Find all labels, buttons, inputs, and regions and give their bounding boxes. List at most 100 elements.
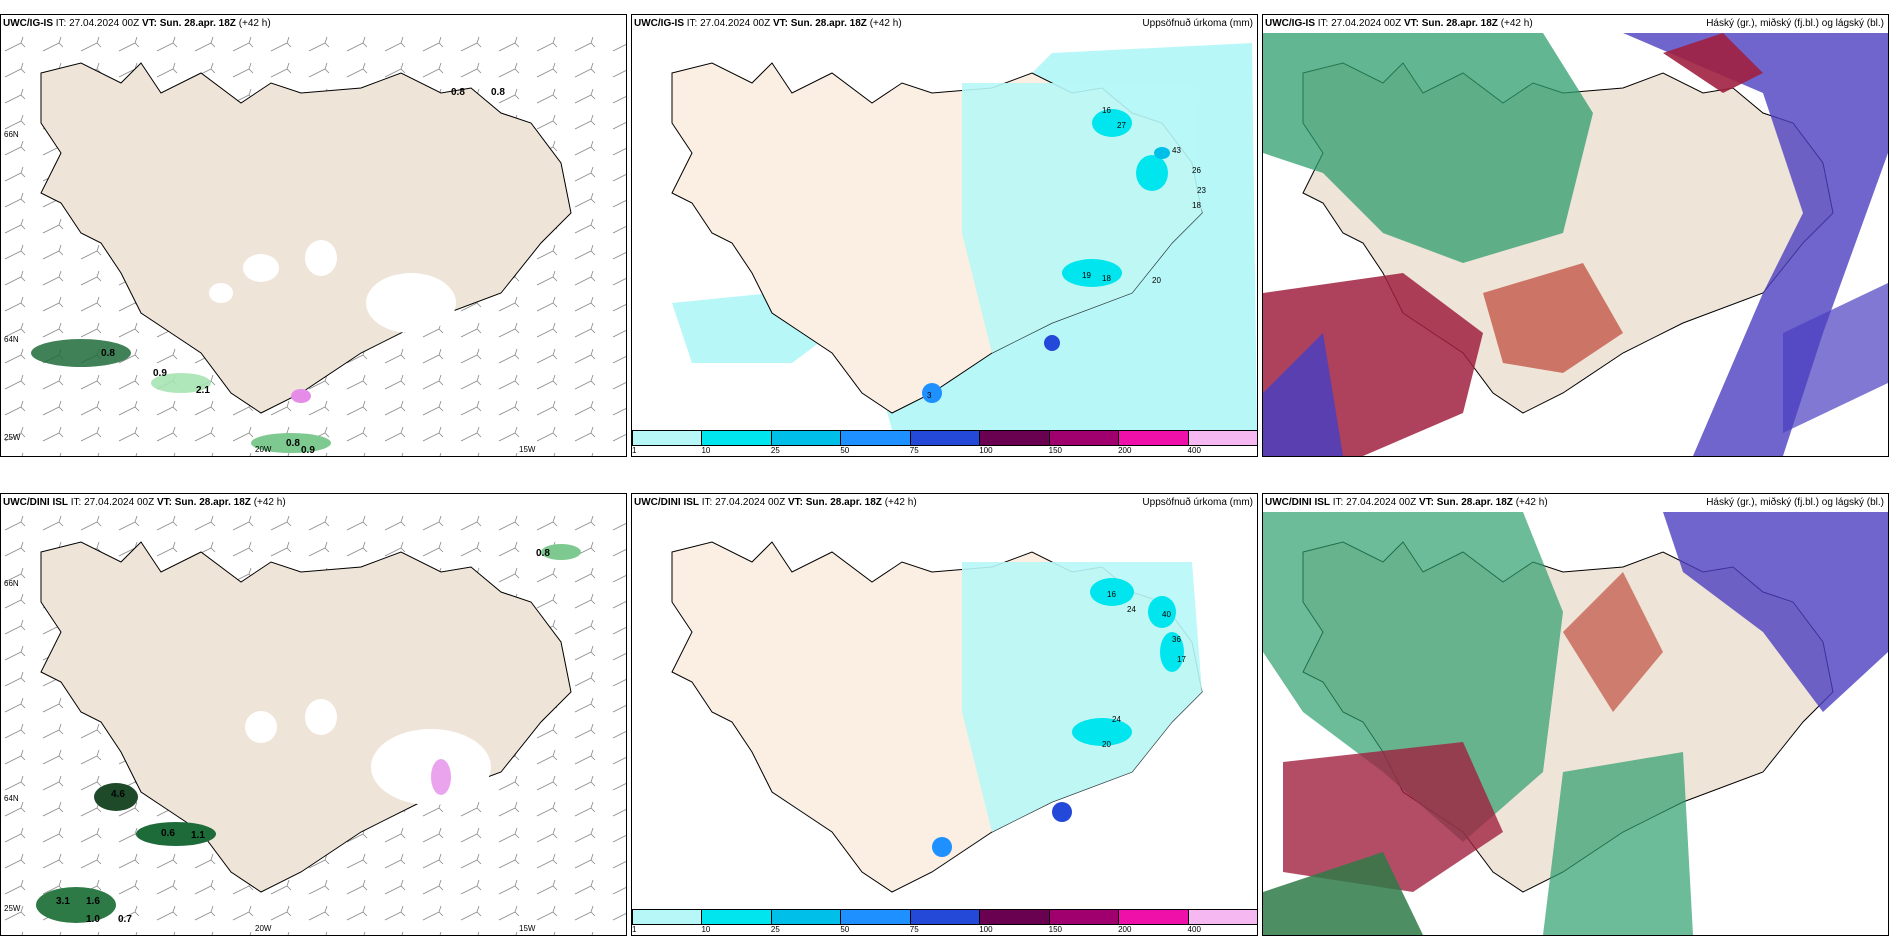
colorbar-segment xyxy=(1048,430,1120,446)
precip-value: 18 xyxy=(1192,201,1201,210)
wind-value-label: 1.6 xyxy=(86,896,100,907)
colorbar-segment xyxy=(1118,909,1189,925)
panel-header: UWC/IG-IS IT: 27.04.2024 00Z VT: Sun. 28… xyxy=(634,18,902,29)
precip-map: 16 24 40 36 17 24 20 xyxy=(632,512,1257,909)
panel-wind-igis: UWC/IG-IS IT: 27.04.2024 00Z VT: Sun. 28… xyxy=(0,14,627,457)
colorbar-segment xyxy=(1048,909,1120,925)
wind-map: 0.8 0.8 0.8 0.9 2.1 0.8 0.9 xyxy=(1,33,626,456)
panel-header: UWC/IG-IS IT: 27.04.2024 00Z VT: Sun. 28… xyxy=(1265,18,1533,29)
precip-value: 20 xyxy=(1152,276,1161,285)
panel-precip-igis: UWC/IG-IS IT: 27.04.2024 00Z VT: Sun. 28… xyxy=(631,14,1258,457)
colorbar-label: 50 xyxy=(840,446,850,455)
colorbar-segment xyxy=(632,909,703,925)
wind-value-label: 2.1 xyxy=(196,385,210,396)
colorbar-segment xyxy=(840,909,911,925)
precip-value: 36 xyxy=(1172,635,1181,644)
colorbar-segment xyxy=(701,909,772,925)
colorbar-segment xyxy=(979,909,1050,925)
precip-value: 24 xyxy=(1127,605,1136,614)
colorbar-label: 400 xyxy=(1187,925,1201,934)
lon-label: 25W xyxy=(4,433,21,442)
wind-value-label: 0.8 xyxy=(101,348,115,359)
colorbar-segment xyxy=(909,430,981,446)
panel-title: Háský (gr.), miðský (fj.bl.) og lágský (… xyxy=(1706,497,1884,508)
colorbar-label: 75 xyxy=(909,925,919,934)
colorbar-label: 25 xyxy=(770,446,780,455)
precip-value: 16 xyxy=(1107,590,1116,599)
wind-value-label: 0.6 xyxy=(161,828,175,839)
precip-value: 27 xyxy=(1117,121,1126,130)
precip-value: 20 xyxy=(1102,740,1111,749)
panel-title: Uppsöfnuð úrkoma (mm) xyxy=(1142,18,1253,29)
wind-value-label: 1.1 xyxy=(191,830,205,841)
colorbar-segment xyxy=(1187,909,1257,925)
wind-value-label: 0.8 xyxy=(536,548,550,559)
wind-value-label: 0.8 xyxy=(491,87,505,98)
wind-value-label: 0.7 xyxy=(118,914,132,925)
lat-label: 66N xyxy=(4,579,19,588)
colorbar-segment xyxy=(770,430,842,446)
panel-header: UWC/DINI ISL IT: 27.04.2024 00Z VT: Sun.… xyxy=(3,497,286,508)
wind-value-label: 1.0 xyxy=(86,914,100,925)
lon-label: 15W xyxy=(519,924,536,933)
lon-label: 25W xyxy=(4,904,21,913)
colorbar-label: 200 xyxy=(1118,925,1132,934)
panel-header: UWC/IG-IS IT: 27.04.2024 00Z VT: Sun. 28… xyxy=(3,18,271,29)
lat-label: 64N xyxy=(4,794,19,803)
panel-precip-dini: UWC/DINI ISL IT: 27.04.2024 00Z VT: Sun.… xyxy=(631,493,1258,936)
colorbar-label: 10 xyxy=(701,925,711,934)
precip-value: 18 xyxy=(1102,274,1111,283)
precip-value: 26 xyxy=(1192,166,1201,175)
panel-wind-dini: UWC/DINI ISL IT: 27.04.2024 00Z VT: Sun.… xyxy=(0,493,627,936)
panel-title: Háský (gr.), miðský (fj.bl.) og lágský (… xyxy=(1706,18,1884,29)
colorbar-label: 100 xyxy=(979,925,993,934)
panel-title: Uppsöfnuð úrkoma (mm) xyxy=(1142,497,1253,508)
colorbar-label: 10 xyxy=(701,446,711,455)
colorbar-label: 50 xyxy=(840,925,850,934)
lat-label: 66N xyxy=(4,130,19,139)
colorbar-segment xyxy=(632,430,703,446)
colorbar-segment xyxy=(1187,430,1257,446)
panel-header: UWC/DINI ISL IT: 27.04.2024 00Z VT: Sun.… xyxy=(1265,497,1548,508)
precip-map: 16 27 43 26 23 18 19 18 20 3 xyxy=(632,33,1257,430)
wind-value-label: 3.1 xyxy=(56,896,70,907)
wind-value-label: 0.8 xyxy=(451,87,465,98)
wind-value-label: 0.8 xyxy=(286,438,300,449)
colorbar-segment xyxy=(701,430,772,446)
colorbar-label: 150 xyxy=(1048,925,1063,934)
precip-value: 24 xyxy=(1112,715,1121,724)
colorbar: 1 10 25 50 75 100 150 200 400 xyxy=(632,430,1257,456)
lon-label: 15W xyxy=(519,445,536,454)
panel-header: UWC/DINI ISL IT: 27.04.2024 00Z VT: Sun.… xyxy=(634,497,917,508)
colorbar-label: 1 xyxy=(632,925,637,934)
colorbar-label: 100 xyxy=(979,446,993,455)
wind-map: 0.8 4.6 3.1 0.6 1.1 1.6 1.0 0.7 xyxy=(1,512,626,935)
lat-label: 64N xyxy=(4,335,19,344)
precip-value: 43 xyxy=(1172,146,1181,155)
precip-value: 16 xyxy=(1102,106,1111,115)
panel-cloud-dini: UWC/DINI ISL IT: 27.04.2024 00Z VT: Sun.… xyxy=(1262,493,1889,936)
wind-value-label: 0.9 xyxy=(153,368,167,379)
precip-value: 23 xyxy=(1197,186,1206,195)
colorbar-label: 200 xyxy=(1118,446,1132,455)
colorbar-label: 75 xyxy=(909,446,919,455)
colorbar-label: 25 xyxy=(770,925,780,934)
precip-value: 17 xyxy=(1177,655,1186,664)
wind-value-label: 0.9 xyxy=(301,445,315,456)
precip-value: 40 xyxy=(1162,610,1171,619)
precip-value: 19 xyxy=(1082,271,1091,280)
colorbar-label: 400 xyxy=(1187,446,1201,455)
precip-value: 3 xyxy=(927,391,932,400)
colorbar-segment xyxy=(840,430,911,446)
colorbar: 1 10 25 50 75 100 150 200 400 xyxy=(632,909,1257,935)
wind-value-label: 4.6 xyxy=(111,789,125,800)
lon-label: 20W xyxy=(255,445,272,454)
colorbar-label: 150 xyxy=(1048,446,1063,455)
colorbar-segment xyxy=(1118,430,1189,446)
cloud-map xyxy=(1263,33,1888,456)
lon-label: 20W xyxy=(255,924,272,933)
colorbar-segment xyxy=(909,909,981,925)
cloud-map xyxy=(1263,512,1888,935)
colorbar-segment xyxy=(979,430,1050,446)
colorbar-segment xyxy=(770,909,842,925)
